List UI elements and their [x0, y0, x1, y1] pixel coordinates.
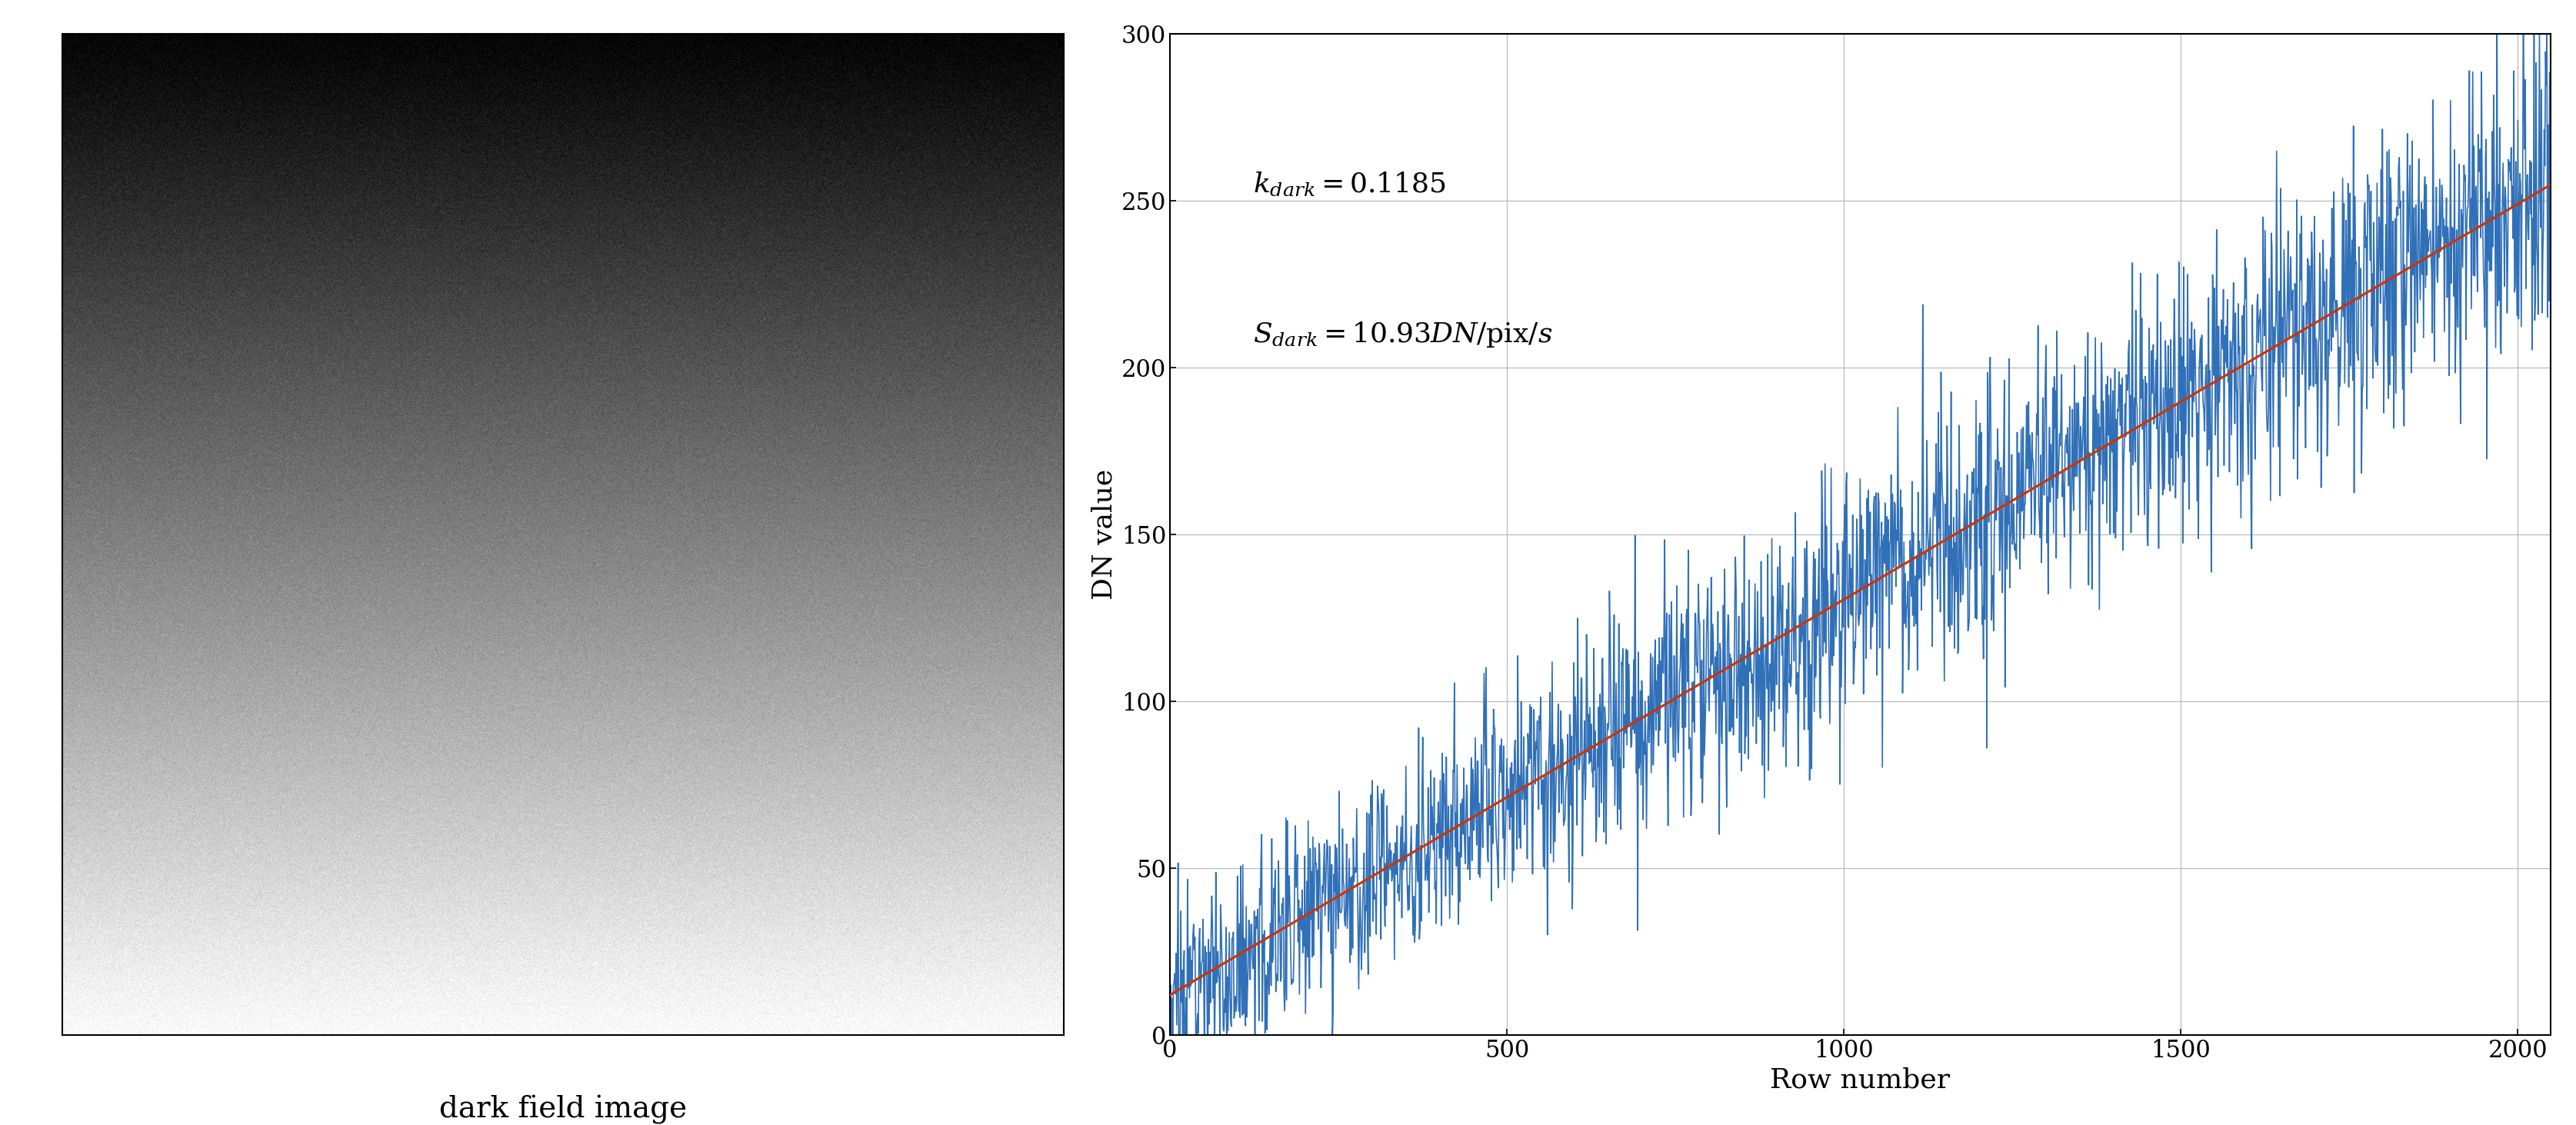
Text: dark field image: dark field image	[438, 1095, 688, 1124]
Text: $k_{dark} = 0.1185$: $k_{dark} = 0.1185$	[1252, 170, 1445, 198]
X-axis label: Row number: Row number	[1770, 1066, 1950, 1094]
Text: $S_{dark} = 10.93DN/\mathrm{pix}/s$: $S_{dark} = 10.93DN/\mathrm{pix}/s$	[1252, 319, 1553, 349]
Y-axis label: DN value: DN value	[1092, 469, 1118, 600]
